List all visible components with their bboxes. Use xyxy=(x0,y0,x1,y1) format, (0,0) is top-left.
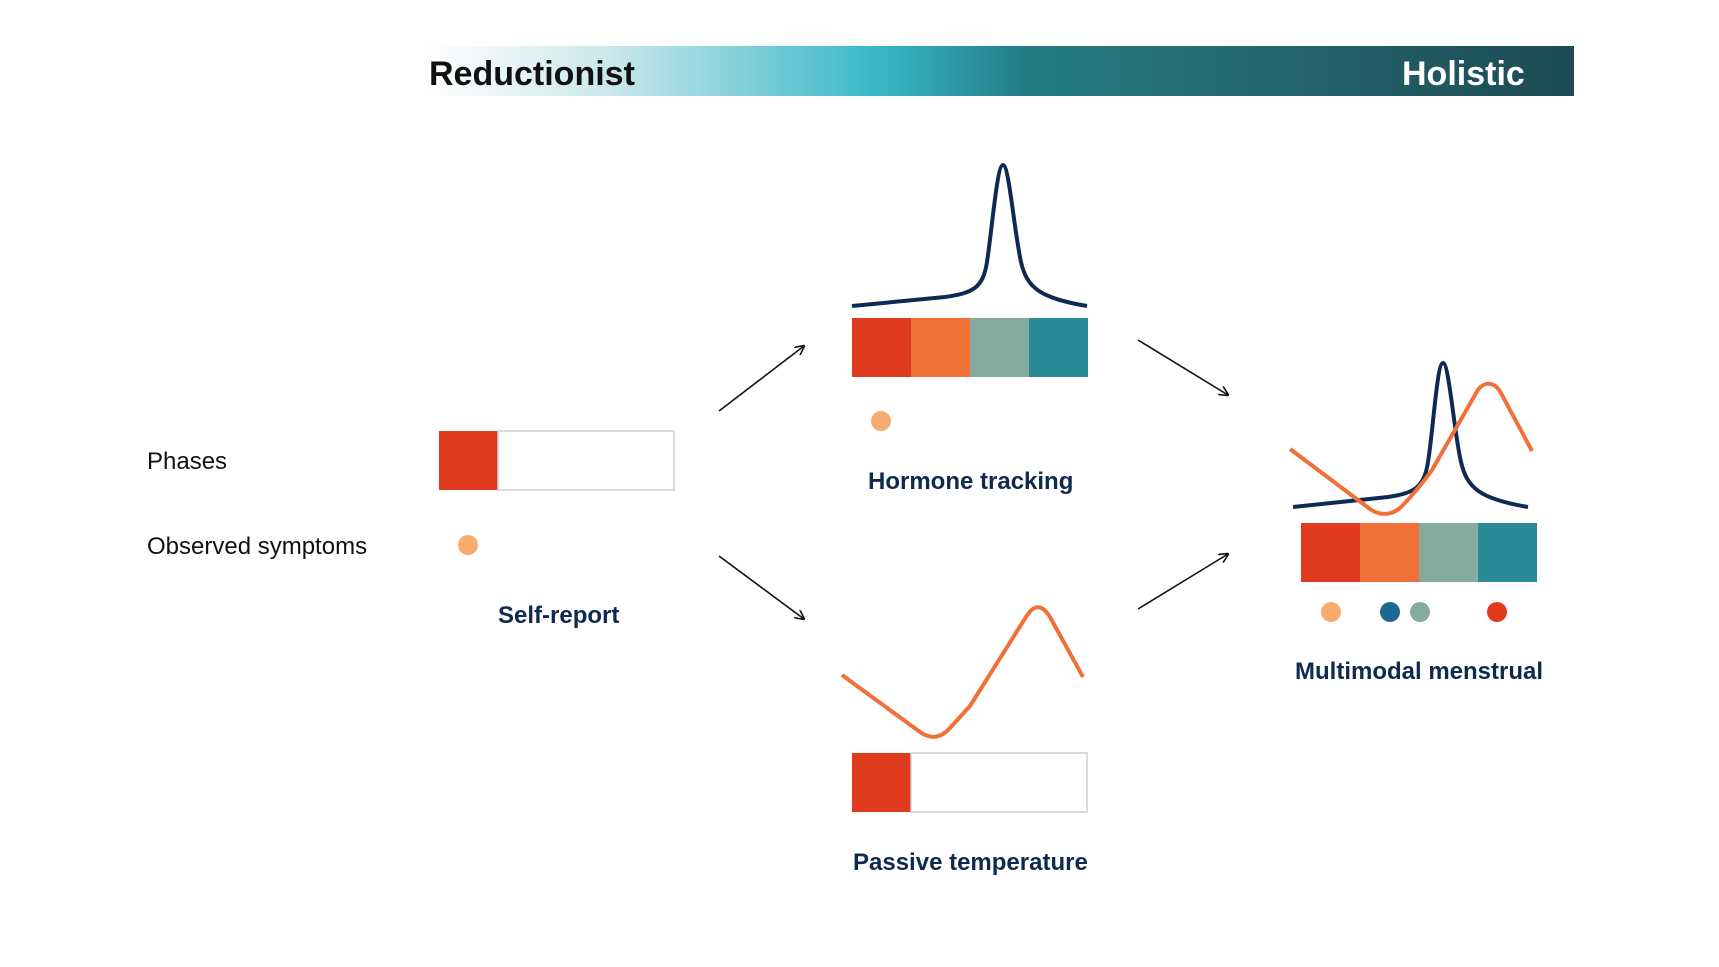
symptom-dot-red xyxy=(1487,602,1507,622)
phase-segment-3 xyxy=(970,318,1029,377)
phase-bar-empty xyxy=(497,430,675,491)
phase-segment-1 xyxy=(439,431,498,490)
phase-segment-4 xyxy=(1029,318,1088,377)
caption-self-report: Self-report xyxy=(498,602,620,629)
hormone-phase-bar xyxy=(852,318,1088,377)
multimodal-temperature-curve xyxy=(1288,381,1534,516)
symptom-dot-blue xyxy=(1380,602,1400,622)
phase-segment-2 xyxy=(1360,523,1419,582)
caption-multimodal-menstrual: Multimodal menstrual xyxy=(1295,658,1544,685)
phase-segment-1 xyxy=(852,753,911,812)
symptom-dot xyxy=(871,411,891,431)
arrow-temperature-to-multimodal xyxy=(1137,554,1228,610)
multimodal-phase-bar xyxy=(1301,523,1537,582)
self-report-phase-bar xyxy=(439,430,675,491)
phase-segment-2 xyxy=(911,318,970,377)
arrow-self-report-to-hormone xyxy=(718,346,804,412)
scale-right-label: Holistic xyxy=(1402,55,1525,93)
phase-segment-1 xyxy=(852,318,911,377)
row-label-observed-symptoms: Observed symptoms xyxy=(147,533,368,560)
phase-segment-4 xyxy=(1478,523,1537,582)
symptom-dot xyxy=(458,535,478,555)
caption-hormone-tracking: Hormone tracking xyxy=(868,468,1074,495)
arrow-hormone-to-multimodal xyxy=(1137,339,1228,395)
phase-segment-3 xyxy=(1419,523,1478,582)
symptom-dot-peach xyxy=(1321,602,1341,622)
temperature-phase-bar xyxy=(852,752,1088,813)
symptom-dot-sage xyxy=(1410,602,1430,622)
caption-passive-temperature: Passive temperature xyxy=(853,849,1088,876)
arrow-self-report-to-temperature xyxy=(718,555,804,619)
multimodal-hormone-curve xyxy=(1292,360,1529,509)
phase-segment-1 xyxy=(1301,523,1360,582)
row-label-phases: Phases xyxy=(147,448,228,475)
scale-left-label: Reductionist xyxy=(429,55,635,93)
reductionist-holistic-scale-bar xyxy=(428,46,1574,96)
hormone-curve xyxy=(851,162,1088,308)
phase-bar-empty xyxy=(910,752,1088,813)
temperature-curve xyxy=(840,605,1085,739)
